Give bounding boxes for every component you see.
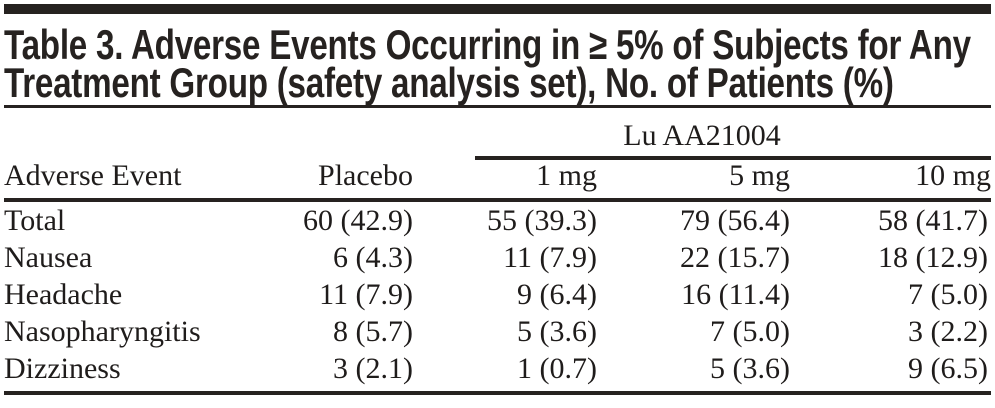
value-10mg: 9 (6.5) (790, 350, 991, 395)
value-1mg: 9 (6.4) (517, 278, 597, 311)
table-row-nasopharyngitis: Nasopharyngitis 8 (5.7) 5 (3.6) 7 (5.0) … (4, 313, 991, 350)
value-1mg: 11 (7.9) (503, 241, 597, 274)
table-title: Table 3. Adverse Events Occurring in ≥ 5… (4, 21, 991, 106)
value-1mg: 5 (3.6) (517, 315, 597, 348)
row-label: Nausea (4, 241, 93, 274)
value-placebo: 11 (7.9) (319, 278, 413, 311)
table-row-headache: Headache 11 (7.9) 9 (6.4) 16 (11.4) 7 (5… (4, 276, 991, 313)
group-header-label: Lu AA21004 (623, 119, 781, 152)
value-5mg: 5 (3.6) (597, 350, 790, 395)
value-placebo: 60 (42.9) (303, 204, 413, 237)
column-header-10mg: 10 mg (790, 160, 991, 202)
table-title-line-1: Table 3. Adverse Events Occurring in ≥ 5… (4, 21, 971, 68)
row-label: Total (4, 204, 66, 237)
column-header-adverse-event: Adverse Event (4, 160, 250, 202)
row-label: Nasopharyngitis (4, 315, 201, 348)
value-placebo: 6 (4.3) (333, 241, 413, 274)
row-label: Headache (4, 278, 123, 311)
value-placebo: 3 (2.1) (250, 350, 413, 395)
value-10mg: 18 (12.9) (878, 241, 988, 274)
group-header-spacer (4, 108, 413, 160)
group-header-cell: Lu AA21004 (413, 108, 991, 160)
row-label: Dizziness (4, 350, 250, 395)
table-row-total: Total 60 (42.9) 55 (39.3) 79 (56.4) 58 (… (4, 200, 991, 239)
value-10mg: 3 (2.2) (908, 315, 988, 348)
top-rule (4, 4, 991, 14)
value-5mg: 7 (5.0) (710, 315, 790, 348)
value-5mg: 79 (56.4) (680, 204, 790, 237)
value-1mg: 55 (39.3) (487, 204, 597, 237)
group-header-row: Lu AA21004 (4, 108, 991, 160)
column-header-1mg: 1 mg (413, 160, 597, 202)
column-header-row: Adverse Event Placebo 1 mg 5 mg 10 mg (4, 160, 991, 202)
column-header-placebo: Placebo (250, 160, 413, 202)
value-placebo: 8 (5.7) (333, 315, 413, 348)
value-10mg: 58 (41.7) (878, 204, 988, 237)
table-title-line-2: Treatment Group (safety analysis set), N… (4, 59, 894, 106)
adverse-events-table: Lu AA21004 Adverse Event Placebo 1 mg 5 … (4, 108, 991, 395)
table-row-nausea: Nausea 6 (4.3) 11 (7.9) 22 (15.7) 18 (12… (4, 239, 991, 276)
title-rule (4, 105, 991, 108)
column-header-5mg: 5 mg (597, 160, 790, 202)
group-header-underline (475, 156, 991, 160)
value-10mg: 7 (5.0) (908, 278, 988, 311)
value-5mg: 16 (11.4) (681, 278, 790, 311)
value-5mg: 22 (15.7) (680, 241, 790, 274)
table-row-dizziness: Dizziness 3 (2.1) 1 (0.7) 5 (3.6) 9 (6.5… (4, 350, 991, 395)
value-1mg: 1 (0.7) (413, 350, 597, 395)
